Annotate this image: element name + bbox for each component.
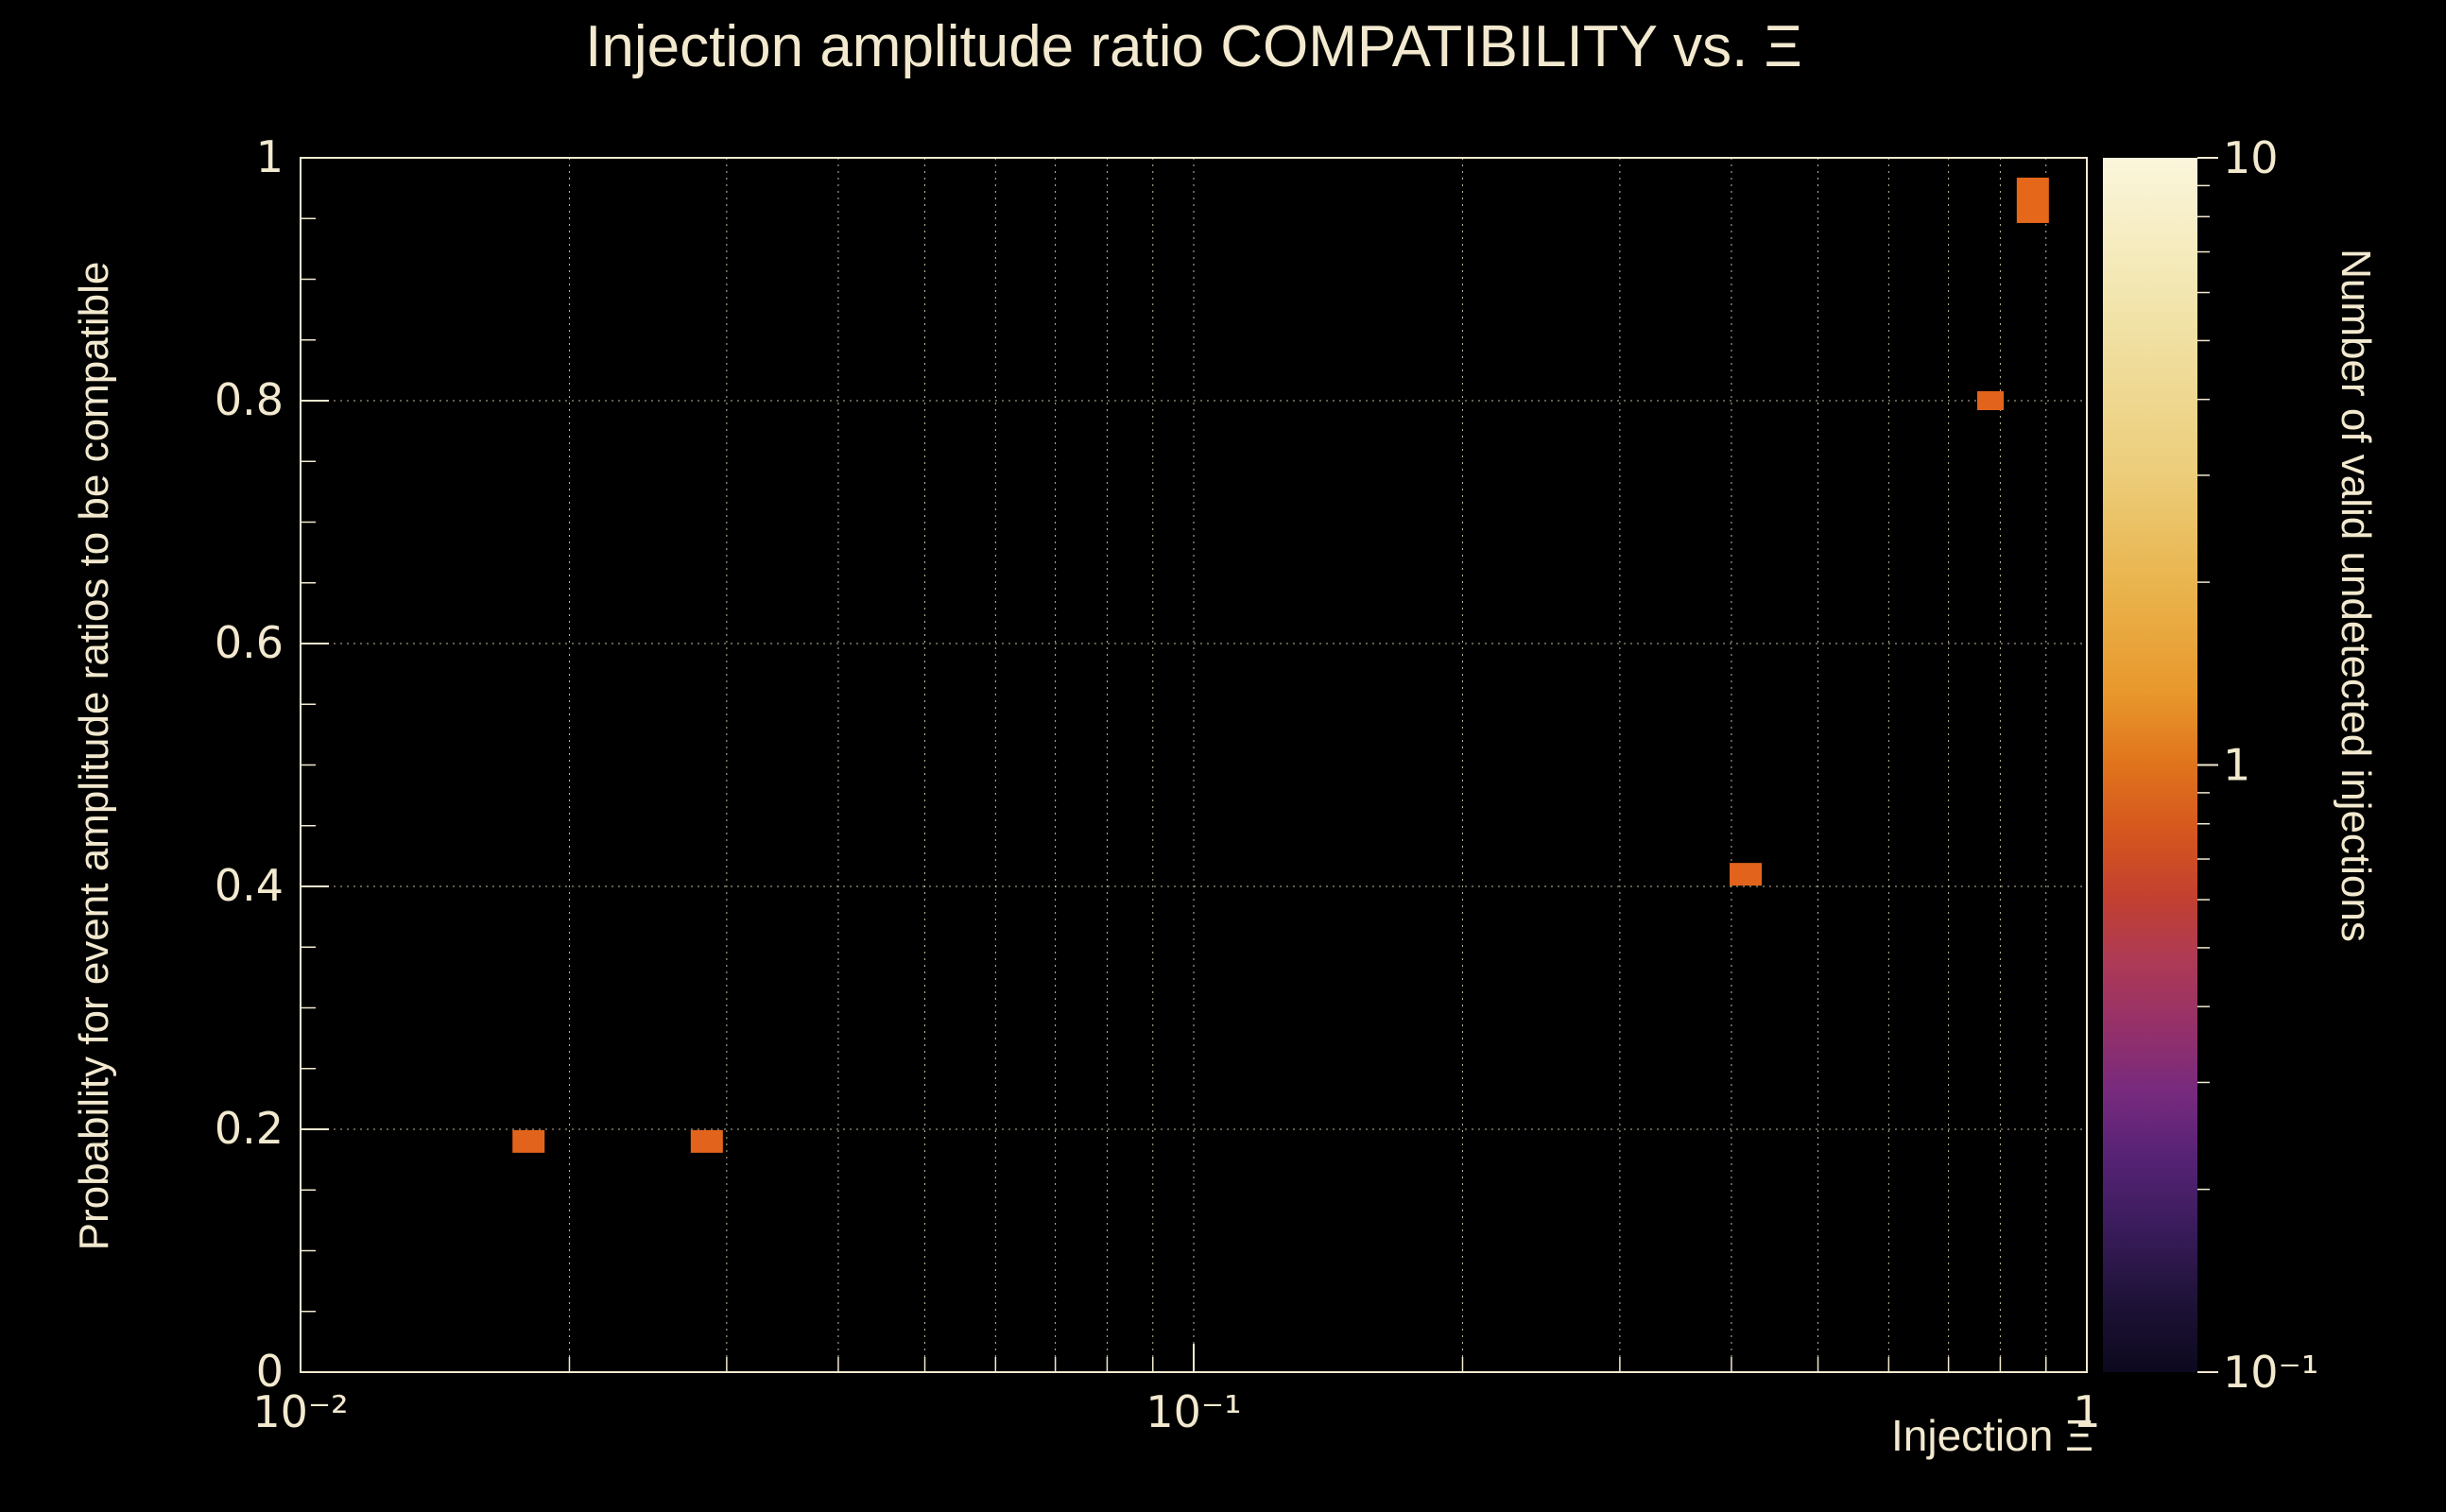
- y-tick-label: 0.2: [215, 1103, 284, 1154]
- colorbar-title: Number of valid undetected injections: [2333, 249, 2379, 942]
- y-tick-label: 0.8: [215, 374, 284, 425]
- x-tick-label: 10⁻¹: [1145, 1386, 1241, 1437]
- data-point-box: [512, 1129, 545, 1153]
- x-axis-title: Injection Ξ: [1890, 1411, 2093, 1460]
- y-tick-label: 0: [256, 1346, 284, 1397]
- data-point-box: [1730, 863, 1763, 886]
- colorbar: [2103, 158, 2197, 1372]
- colorbar-tick-label: 10: [2223, 132, 2279, 183]
- colorbar-tick-label: 1: [2223, 740, 2250, 791]
- x-tick-label: 10⁻²: [252, 1386, 348, 1437]
- colorbar-tick-label: 10⁻¹: [2223, 1347, 2318, 1398]
- y-tick-label: 1: [256, 131, 284, 182]
- data-point-box: [690, 1129, 723, 1153]
- x-tick-label: 1: [2073, 1386, 2100, 1437]
- y-axis-title: Probability for event amplitude ratios t…: [71, 261, 117, 1251]
- chart-title: Injection amplitude ratio COMPATIBILITY …: [585, 14, 1802, 79]
- y-tick-label: 0.4: [215, 860, 284, 911]
- y-tick-label: 0.6: [215, 617, 284, 668]
- data-point-box: [2016, 177, 2049, 223]
- data-point-box: [1977, 391, 2005, 410]
